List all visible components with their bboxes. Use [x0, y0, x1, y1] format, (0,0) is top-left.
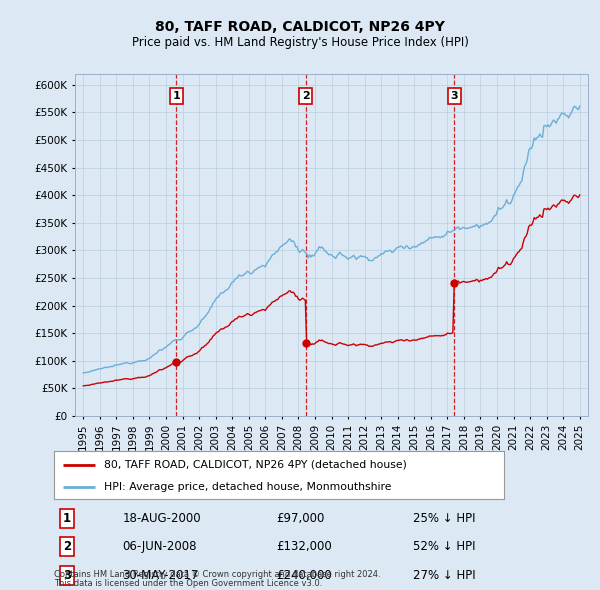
- Text: Price paid vs. HM Land Registry's House Price Index (HPI): Price paid vs. HM Land Registry's House …: [131, 36, 469, 49]
- Text: 1: 1: [173, 91, 181, 101]
- Text: 1: 1: [63, 512, 71, 525]
- Text: £240,000: £240,000: [276, 569, 332, 582]
- Text: 80, TAFF ROAD, CALDICOT, NP26 4PY (detached house): 80, TAFF ROAD, CALDICOT, NP26 4PY (detac…: [104, 460, 406, 470]
- Text: Contains HM Land Registry data © Crown copyright and database right 2024.: Contains HM Land Registry data © Crown c…: [54, 571, 380, 579]
- Text: 52% ↓ HPI: 52% ↓ HPI: [413, 540, 476, 553]
- Text: 2: 2: [302, 91, 310, 101]
- Text: 27% ↓ HPI: 27% ↓ HPI: [413, 569, 476, 582]
- Text: This data is licensed under the Open Government Licence v3.0.: This data is licensed under the Open Gov…: [54, 579, 322, 588]
- Text: HPI: Average price, detached house, Monmouthshire: HPI: Average price, detached house, Monm…: [104, 482, 391, 491]
- Text: 80, TAFF ROAD, CALDICOT, NP26 4PY: 80, TAFF ROAD, CALDICOT, NP26 4PY: [155, 19, 445, 34]
- Text: £97,000: £97,000: [276, 512, 324, 525]
- Text: 2: 2: [63, 540, 71, 553]
- Text: £132,000: £132,000: [276, 540, 332, 553]
- Text: 25% ↓ HPI: 25% ↓ HPI: [413, 512, 476, 525]
- Text: 3: 3: [63, 569, 71, 582]
- Text: 3: 3: [451, 91, 458, 101]
- Text: 30-MAY-2017: 30-MAY-2017: [122, 569, 199, 582]
- Text: 06-JUN-2008: 06-JUN-2008: [122, 540, 197, 553]
- Text: 18-AUG-2000: 18-AUG-2000: [122, 512, 201, 525]
